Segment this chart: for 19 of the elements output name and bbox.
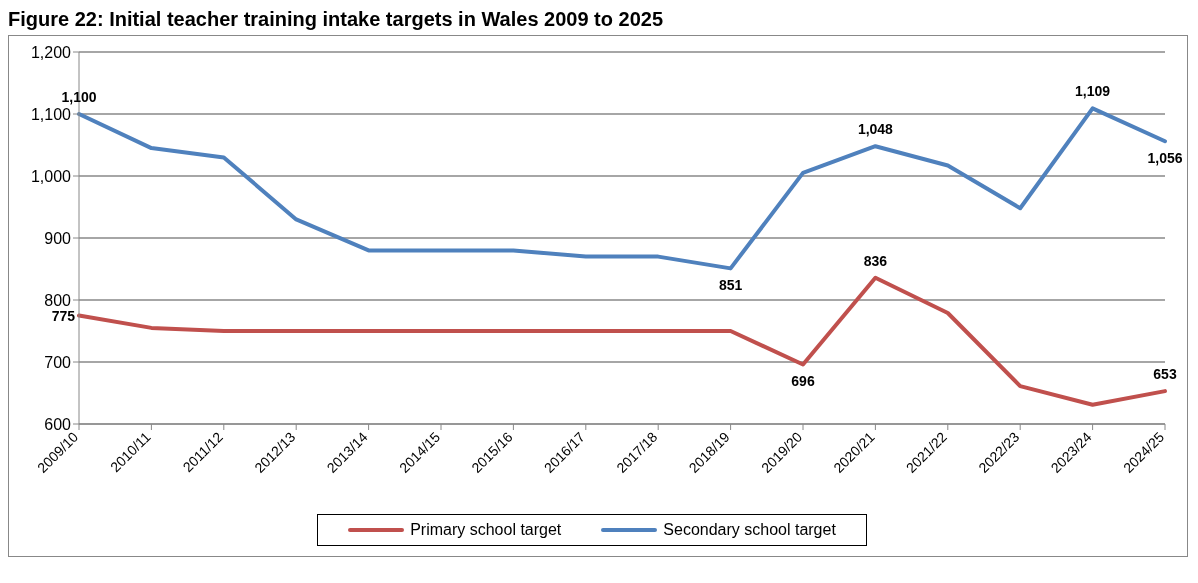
y-tick-label: 600 xyxy=(44,415,72,433)
data-label: 851 xyxy=(718,277,743,294)
y-tick-label: 700 xyxy=(44,353,72,371)
y-tick-label: 1,200 xyxy=(30,43,72,61)
legend-label: Primary school target xyxy=(409,521,562,539)
data-label: 1,048 xyxy=(857,121,894,138)
legend-label: Secondary school target xyxy=(662,521,836,539)
data-label: 775 xyxy=(51,307,76,324)
y-tick-label: 1,100 xyxy=(30,105,72,123)
data-label: 653 xyxy=(1153,366,1177,383)
data-label: 696 xyxy=(791,373,815,390)
y-tick-label: 900 xyxy=(44,229,72,247)
data-label: 1,100 xyxy=(61,89,97,105)
data-label: 836 xyxy=(863,252,888,269)
chart-title: Figure 22: Initial teacher training intake targets in Wales 2009 to 2025 xyxy=(8,8,665,31)
data-label: 1,056 xyxy=(1147,150,1183,167)
y-tick-label: 1,000 xyxy=(30,167,72,185)
data-label: 1,109 xyxy=(1075,83,1111,100)
y-tick-label: 800 xyxy=(44,291,72,309)
